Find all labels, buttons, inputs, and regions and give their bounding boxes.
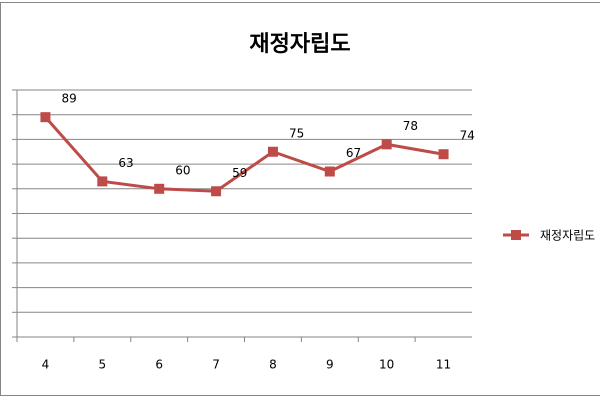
data-point [211, 186, 222, 197]
data-label: 63 [118, 156, 133, 170]
x-tick-label: 7 [212, 358, 220, 372]
legend-marker [511, 230, 521, 240]
x-tick-label: 5 [98, 358, 106, 372]
data-point [438, 149, 449, 160]
data-point [324, 166, 335, 177]
x-tick-label: 11 [436, 358, 451, 372]
data-point [40, 112, 51, 123]
series-line [44, 116, 444, 193]
legend-label: 재정자립도 [540, 229, 595, 243]
data-label: 74 [460, 129, 475, 143]
data-label: 89 [61, 92, 76, 106]
x-tick-label: 4 [42, 358, 50, 372]
data-label: 60 [175, 163, 190, 177]
data-point [267, 146, 278, 157]
x-tick-label: 8 [269, 358, 277, 372]
x-tick-label: 6 [155, 358, 163, 372]
x-tick-label: 10 [379, 358, 394, 372]
data-label: 67 [346, 146, 361, 160]
data-point [97, 176, 108, 187]
x-tick-label: 9 [326, 358, 334, 372]
data-point [154, 183, 165, 194]
data-label: 75 [289, 126, 304, 140]
data-label: 59 [232, 166, 247, 180]
data-point [381, 139, 392, 150]
data-label: 78 [403, 119, 418, 133]
chart-title: 재정자립도 [249, 32, 350, 57]
